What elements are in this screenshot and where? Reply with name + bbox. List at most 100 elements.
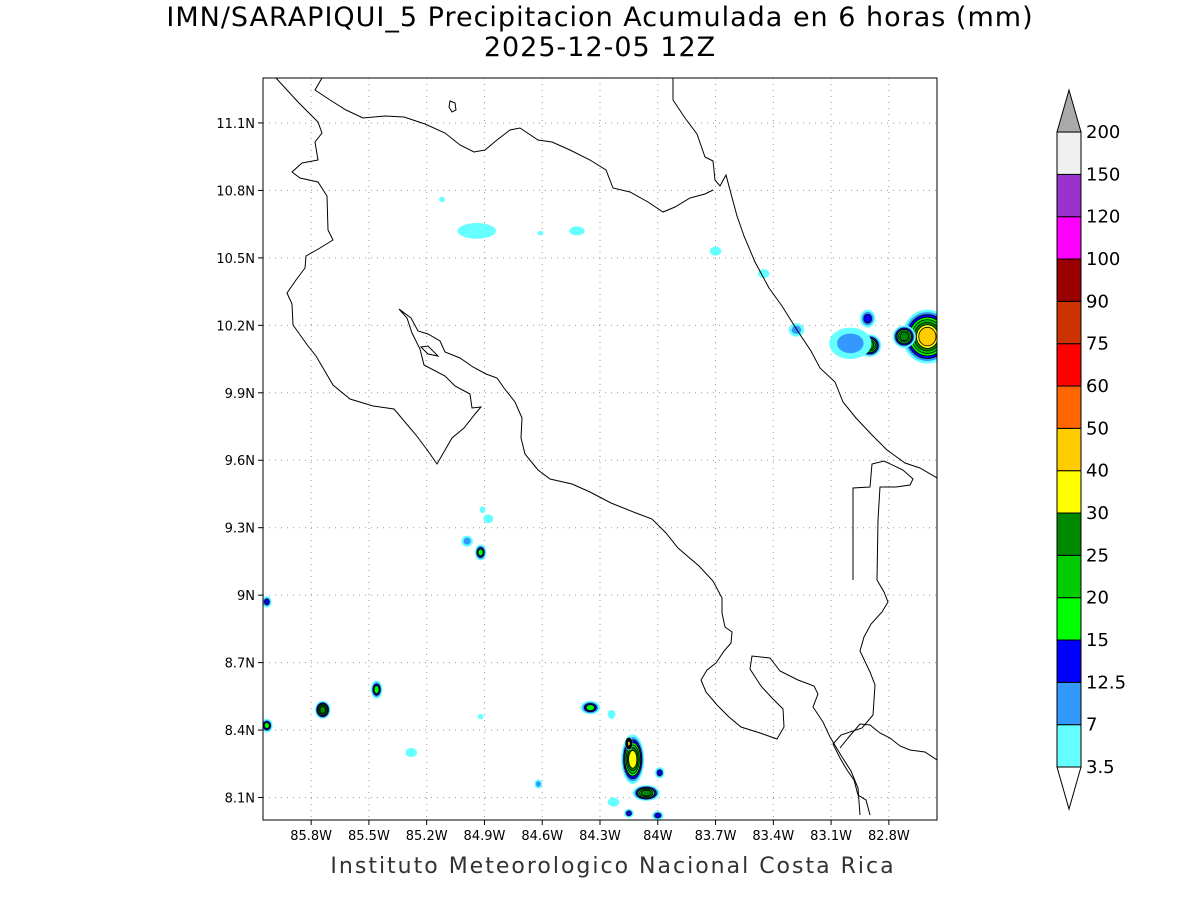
- precip-cell: [405, 748, 418, 758]
- precip-cell: [654, 767, 665, 779]
- map-subtitle-datetime: 2025-12-05 12Z: [483, 32, 717, 63]
- lat-tick-label: 8.1N: [225, 792, 255, 807]
- lat-tick-label: 10.8N: [216, 184, 255, 199]
- precip-contour-level: [656, 769, 663, 776]
- lake-island-outline: [419, 345, 440, 357]
- precip-cell: [829, 327, 872, 360]
- colorbar-top-label: 200: [1086, 122, 1120, 143]
- precip-cell: [607, 797, 620, 807]
- precip-contour-level: [640, 789, 652, 797]
- lon-tick-label: 84.6W: [521, 829, 563, 844]
- lat-tick-label: 9.9N: [225, 387, 255, 402]
- precip-cell: [624, 808, 634, 818]
- colorbar-label: 60: [1086, 376, 1109, 397]
- lon-tick-label: 84.3W: [579, 829, 621, 844]
- colorbar-label: 40: [1086, 461, 1109, 482]
- precip-cell: [651, 811, 664, 820]
- lat-tick-label: 11.1N: [216, 117, 255, 132]
- colorbar-bin: [1056, 258, 1082, 302]
- precip-cell: [537, 230, 544, 236]
- colorbar-label: 15: [1086, 630, 1109, 651]
- colorbar-bin: [1056, 639, 1082, 683]
- colorbar-label: 30: [1086, 503, 1109, 524]
- coastline-caribbean: [672, 78, 937, 479]
- precip-cell: [757, 269, 770, 279]
- precip-contour-level: [373, 685, 380, 694]
- coastline-southern-pacific: [839, 723, 937, 761]
- coastline-layer: [275, 78, 937, 816]
- lat-tick-label: 10.2N: [216, 319, 255, 334]
- colorbar-label: 120: [1086, 207, 1120, 228]
- precip-contour-level: [899, 331, 909, 342]
- colorbar-label: 100: [1086, 249, 1120, 270]
- precip-contour-level: [709, 246, 722, 256]
- lat-tick-label: 9N: [237, 589, 255, 604]
- colorbar-bin: [1056, 173, 1082, 218]
- precip-cell: [483, 514, 494, 524]
- colorbar-bin: [1056, 554, 1082, 599]
- precip-contour-level: [654, 812, 662, 819]
- precip-contour-level: [479, 506, 486, 514]
- precip-cell: [632, 785, 660, 801]
- precip-cell: [859, 309, 876, 328]
- coastline-pacific-mainland: [275, 78, 861, 816]
- coastline-panama-border: [832, 460, 914, 816]
- precip-contour-level: [607, 797, 620, 807]
- precip-contour-level: [537, 230, 544, 236]
- lon-tick-label: 82.8W: [868, 829, 910, 844]
- precip-contour-level: [585, 704, 595, 711]
- precip-cell: [892, 325, 916, 348]
- precip-cell: [534, 779, 543, 789]
- colorbar-bin: [1056, 300, 1082, 345]
- gridlines: [263, 78, 937, 820]
- lon-tick-label: 84W: [643, 829, 673, 844]
- precip-cell: [370, 680, 383, 699]
- colorbar-bin: [1056, 597, 1082, 641]
- colorbar-label: 150: [1086, 164, 1120, 185]
- precip-contour-level: [863, 313, 872, 324]
- precip-contour-level: [439, 196, 445, 203]
- precip-contour-level: [535, 781, 541, 787]
- colorbar-label: 75: [1086, 334, 1109, 355]
- axis-ticks: 85.8W 85.5W 85.2W 84.9W 84.6W 84.3W 84W 83.7W 83…: [216, 117, 910, 844]
- precip-cell: [621, 734, 645, 785]
- colorbar-bin: [1056, 681, 1082, 726]
- lon-tick-label: 85.2W: [406, 829, 448, 844]
- colorbar-label: 50: [1086, 418, 1109, 439]
- colorbar-under-arrow: [1056, 766, 1082, 811]
- lat-tick-label: 9.3N: [225, 522, 255, 537]
- precip-cell: [569, 226, 585, 236]
- lat-tick-label: 9.6N: [225, 454, 255, 469]
- colorbar-bin: [1056, 343, 1082, 387]
- precip-cell: [474, 544, 487, 561]
- precip-contour-level: [263, 722, 270, 729]
- precip-contour-level: [264, 598, 270, 606]
- coastline-nicaragua-north: [314, 78, 714, 213]
- footer-credit: Instituto Meteorologico Nacional Costa R…: [330, 854, 896, 879]
- lon-tick-label: 83.7W: [695, 829, 737, 844]
- precipitation-field: [263, 196, 937, 820]
- precip-cell: [607, 709, 616, 719]
- precip-contour-level: [483, 514, 494, 524]
- precip-cell: [263, 718, 273, 733]
- precip-contour-level: [607, 709, 616, 719]
- colorbar-label: 20: [1086, 588, 1109, 609]
- lon-tick-label: 85.5W: [348, 829, 390, 844]
- precip-cell: [902, 309, 937, 364]
- precip-cell: [580, 700, 600, 715]
- precip-cell: [479, 506, 486, 514]
- precip-contour-level: [626, 810, 632, 816]
- precip-contour-level: [918, 326, 937, 347]
- small-island-outline: [448, 100, 457, 113]
- precip-contour-level: [477, 713, 484, 720]
- colorbar-bin: [1056, 427, 1082, 472]
- precip-cell: [625, 736, 633, 751]
- colorbar-label: 90: [1086, 291, 1109, 312]
- colorbar-bin: [1056, 385, 1082, 429]
- colorbar-bin: [1056, 724, 1082, 768]
- colorbar-label: 7: [1086, 715, 1097, 736]
- colorbar-bin: [1056, 470, 1082, 514]
- precip-contour-level: [457, 223, 497, 239]
- precip-contour-level: [319, 706, 326, 714]
